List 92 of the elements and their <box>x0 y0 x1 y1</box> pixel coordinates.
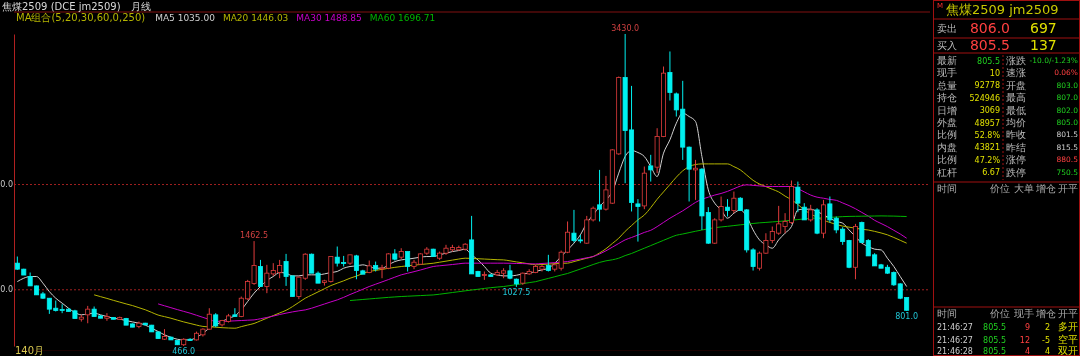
text: MA30 1488.85 <box>296 12 362 23</box>
text: 12 <box>1019 335 1030 345</box>
text: 92778 <box>974 81 1000 91</box>
text: 昨结 <box>1006 141 1026 153</box>
text: 杠杆 <box>936 166 957 178</box>
text: 内盘 <box>937 141 957 153</box>
text: 开平 <box>1058 183 1078 194</box>
candlestick <box>597 169 603 222</box>
candlestick <box>373 261 379 272</box>
text: 806.0 <box>969 20 1010 36</box>
text: 昨收 <box>1006 129 1026 141</box>
text: 21:46:28 <box>937 346 973 356</box>
text: 总量 <box>936 79 957 91</box>
text: 0.0 <box>0 285 13 295</box>
text: 卖出 <box>937 23 957 34</box>
text: 4 <box>1044 346 1050 356</box>
annotation: 801.0 <box>895 312 919 322</box>
text: 日增 <box>937 104 957 116</box>
text: 21:46:27 <box>937 335 973 345</box>
annotation: 1462.5 <box>240 230 269 240</box>
text: 现手 <box>1014 308 1034 319</box>
candlestick <box>693 159 698 201</box>
text: 3069 <box>979 106 1000 116</box>
text: 10 <box>989 68 1000 78</box>
annotation: 3430.0 <box>611 23 640 33</box>
text: 空平 <box>1058 334 1078 345</box>
text: 比例 <box>937 129 957 141</box>
text: 805.5 <box>983 335 1006 345</box>
annotation: 1027.5 <box>502 288 531 298</box>
text: 大单 <box>1014 183 1034 194</box>
text: 外盘 <box>937 117 957 128</box>
text: 最新 <box>937 55 957 66</box>
text: 4 <box>1024 346 1030 356</box>
text: 焦煤2509 jm2509 <box>946 1 1059 17</box>
candlestick <box>213 312 219 328</box>
text: 开平 <box>1058 308 1078 319</box>
text: 增仓 <box>1035 183 1056 194</box>
candlestick <box>731 191 737 214</box>
text: MA5 1035.00 <box>155 12 216 23</box>
text: 最低 <box>1006 104 1026 116</box>
text: 月线 <box>130 1 151 12</box>
text: 43821 <box>974 143 1000 153</box>
text: 跌停 <box>1006 166 1026 178</box>
text: -5 <box>1042 335 1050 345</box>
text: 时间 <box>937 308 957 319</box>
text: 最高 <box>1006 92 1026 104</box>
text: 价位 <box>989 308 1010 319</box>
annotation: 466.0 <box>172 346 196 356</box>
text: 买入 <box>937 40 957 51</box>
candlestick <box>648 154 654 183</box>
text: 137 <box>1030 37 1057 53</box>
annotation: 140月 <box>15 345 45 356</box>
candlestick <box>110 316 116 320</box>
text: 805.5 <box>983 322 1006 332</box>
text: 805.5 <box>969 37 1010 53</box>
text: 52.8% <box>974 130 1001 140</box>
text: 6.67 <box>982 168 1000 178</box>
text: 805.5 <box>977 56 1000 66</box>
text: 增仓 <box>1035 308 1056 319</box>
text: 47.2% <box>974 155 1001 165</box>
text: 0.0 <box>0 180 13 190</box>
candlestick <box>635 198 641 243</box>
text: 524946 <box>969 93 1000 103</box>
text: 速涨 <box>1006 67 1026 79</box>
chart-title: 焦煤2509 (DCE jm2509) <box>2 1 121 12</box>
text: 价位 <box>989 183 1010 194</box>
text: 48957 <box>974 118 1000 128</box>
text: MA20 1446.03 <box>222 12 289 23</box>
legend-title: MA组合(5,20,30,60,0,250) <box>16 12 146 23</box>
text: 697 <box>1030 20 1057 36</box>
candlestick <box>507 264 513 280</box>
text: 双开 <box>1058 345 1078 356</box>
candlestick <box>142 322 148 326</box>
text: 21:46:27 <box>937 322 973 332</box>
candlestick <box>232 307 238 318</box>
text: MA60 1696.71 <box>369 12 436 23</box>
text: 时间 <box>937 183 957 194</box>
text: 现手 <box>937 67 957 79</box>
text: 9 <box>1024 322 1030 332</box>
text: 比例 <box>937 154 957 166</box>
text: 2 <box>1044 322 1050 332</box>
text: 持仓 <box>937 92 957 104</box>
text: 805.5 <box>983 346 1006 356</box>
candlestick <box>104 312 110 322</box>
text: 涨停 <box>1006 154 1026 166</box>
candlestick <box>488 273 494 278</box>
text: 均价 <box>1005 117 1026 128</box>
candlestick <box>392 248 398 262</box>
candlestick <box>430 248 436 258</box>
text: 多开 <box>1058 321 1078 332</box>
text: 开盘 <box>1006 79 1026 91</box>
text: 涨跌 <box>1006 55 1026 66</box>
